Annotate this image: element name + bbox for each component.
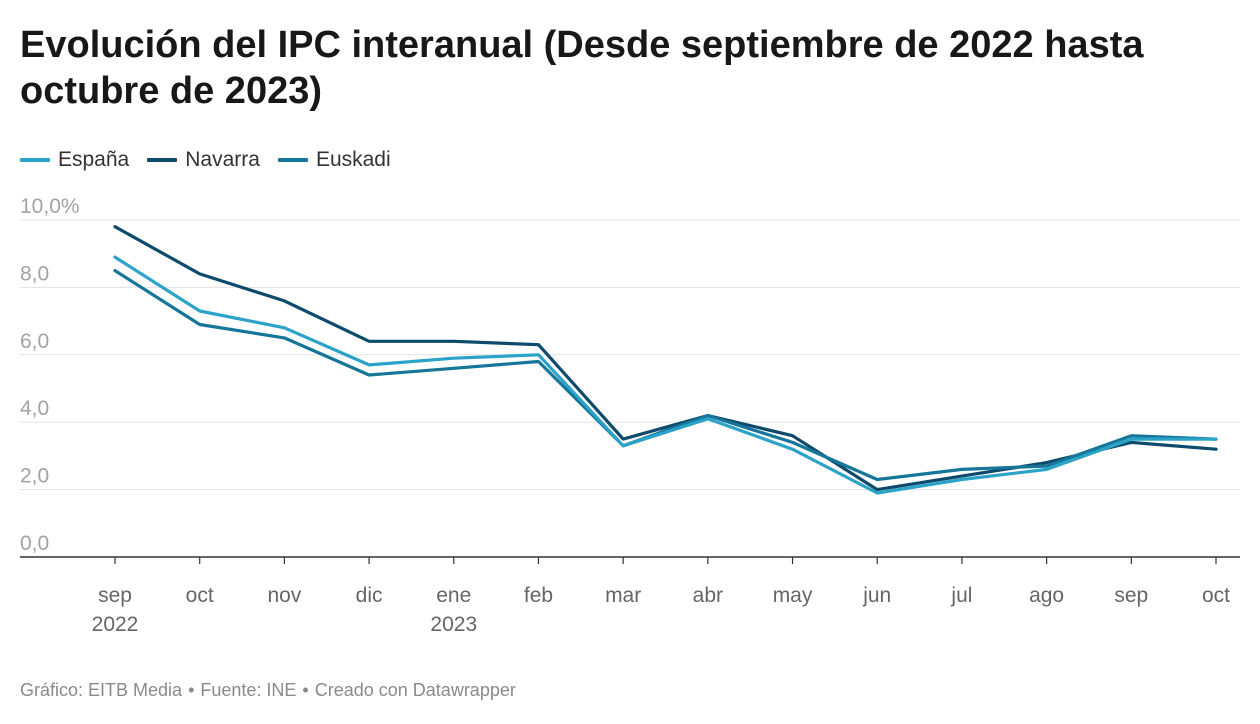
legend-label-navarra: Navarra [185,148,260,171]
x-tick-label: ene [436,584,471,607]
x-tick-label: jul [950,584,972,607]
legend-item-espana: España [20,148,129,172]
x-tick-label: nov [267,584,301,607]
x-tick-label: feb [524,584,553,607]
line-chart: 0,0 2,0 4,0 6,0 8,0 10,0% sep 2022 oct nov dic ene 2… [20,195,1240,636]
footer-separator: • [302,680,309,700]
x-tick-label: may [773,584,813,607]
y-tick-label: 6,0 [20,330,49,353]
x-tick-label: abr [693,584,723,607]
x-tick-label: mar [605,584,641,607]
x-year-label: 2022 [92,613,139,636]
x-tick-label: dic [356,584,383,607]
y-tick-label: 8,0 [20,262,49,285]
x-tick-label: ago [1029,584,1064,607]
footer-separator: • [188,680,195,700]
legend-label-euskadi: Euskadi [315,148,391,171]
legend-label-espana: España [58,148,130,171]
x-tick-label: jun [862,584,891,607]
x-tick-label: oct [186,584,214,607]
x-tick-label: oct [1202,584,1230,607]
footer-created-with: Creado con Datawrapper [314,680,516,700]
legend-swatch-espana [20,158,50,162]
legend-swatch-navarra [147,158,178,162]
chart-footer: Gráfico: EITB Media • Fuente: INE • Creado c… [20,680,516,701]
chart-legend: España Navarra Euskadi [20,148,391,172]
x-tick-label: sep [98,584,132,607]
legend-item-euskadi: Euskadi [277,148,391,172]
legend-swatch-euskadi [277,158,308,162]
y-tick-label: 4,0 [20,397,49,420]
footer-source: Fuente: INE [200,680,297,700]
chart-title: Evolución del IPC interanual (Desde sept… [20,24,1144,112]
x-year-label: 2023 [430,613,477,636]
series-line-espana [113,255,1218,495]
series-line-navarra [113,225,1218,492]
y-tick-label: 10,0% [20,195,80,218]
x-tick-label: sep [1114,584,1148,607]
legend-item-navarra: Navarra [147,148,260,172]
series-line-euskadi [113,268,1218,482]
footer-graphic-credit: Gráfico: EITB Media [20,680,183,700]
y-tick-label: 2,0 [20,465,49,488]
y-tick-label: 0,0 [20,532,49,555]
